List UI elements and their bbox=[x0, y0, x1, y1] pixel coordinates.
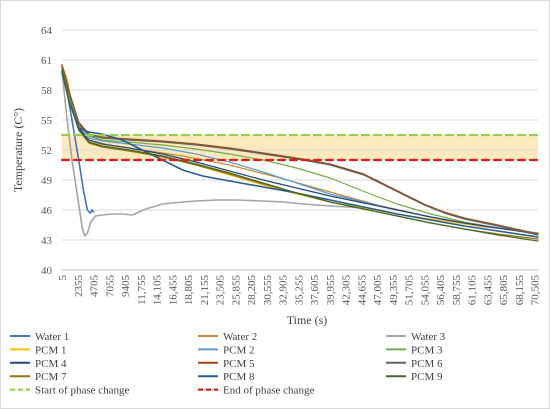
legend-label: PCM 2 bbox=[223, 344, 255, 356]
series-line-pcm-4 bbox=[61, 69, 539, 235]
x-tick-label: 16,455 bbox=[167, 275, 179, 306]
legend-item-pcm-2: PCM 2 bbox=[198, 344, 255, 356]
x-tick-label: 37,605 bbox=[309, 275, 321, 306]
x-tick-label: 63,455 bbox=[482, 275, 494, 306]
legend-item-pcm-3: PCM 3 bbox=[386, 344, 443, 356]
series-line-water-3 bbox=[61, 69, 365, 237]
legend-item-start-of-phase-change: Start of phase change bbox=[10, 385, 129, 397]
series-line-pcm-8 bbox=[61, 71, 539, 238]
legend-label: PCM 9 bbox=[411, 371, 443, 383]
legend-item-pcm-6: PCM 6 bbox=[386, 358, 443, 370]
x-tick-label: 56,405 bbox=[435, 275, 447, 306]
x-tick-label: 42,305 bbox=[341, 275, 353, 306]
legend-label: Water 3 bbox=[411, 331, 446, 343]
legend-item-end-of-phase-change: End of phase change bbox=[198, 385, 314, 397]
x-tick-label: 23,505 bbox=[215, 275, 227, 306]
x-tick-label: 14,105 bbox=[152, 275, 164, 306]
x-tick-label: 35,255 bbox=[293, 275, 305, 306]
x-tick-label: 47,005 bbox=[372, 275, 384, 306]
legend-item-pcm-5: PCM 5 bbox=[198, 358, 255, 370]
x-tick-label: 49,355 bbox=[388, 275, 400, 306]
legend-item-water-2: Water 2 bbox=[198, 331, 257, 343]
legend-item-water-1: Water 1 bbox=[10, 331, 69, 343]
x-tick-label: 44,655 bbox=[356, 275, 368, 306]
x-tick-label: 5 bbox=[57, 275, 69, 281]
x-axis-title: Time (s) bbox=[287, 313, 328, 327]
x-tick-label: 61,105 bbox=[467, 275, 479, 306]
x-axis-ticks: 5 2355 4705 7055 9405 11,755 14,105 16,455 18,80… bbox=[57, 275, 542, 306]
y-tick-label: 43 bbox=[41, 235, 53, 247]
x-tick-label: 7055 bbox=[104, 275, 116, 298]
x-tick-label: 30,555 bbox=[262, 275, 274, 306]
legend-label: Water 2 bbox=[223, 331, 257, 343]
x-tick-label: 51,705 bbox=[404, 275, 416, 306]
y-tick-label: 40 bbox=[41, 265, 53, 277]
legend-item-pcm-4: PCM 4 bbox=[10, 358, 67, 370]
legend: Water 1 Water 2 Water 3 PCM 1 PCM 2 PCM 3 PCM … bbox=[10, 331, 446, 397]
y-tick-label: 64 bbox=[41, 25, 53, 37]
x-tick-label: 21,155 bbox=[199, 275, 211, 306]
x-tick-label: 70,505 bbox=[530, 275, 542, 306]
y-tick-label: 61 bbox=[41, 55, 52, 67]
legend-item-pcm-9: PCM 9 bbox=[386, 371, 443, 383]
x-tick-label: 54,055 bbox=[419, 275, 431, 306]
y-tick-label: 49 bbox=[41, 175, 53, 187]
x-tick-label: 2355 bbox=[73, 275, 85, 298]
y-axis-title: Temperature (C°) bbox=[11, 108, 25, 192]
legend-label: End of phase change bbox=[223, 385, 314, 397]
gridlines bbox=[62, 29, 538, 271]
legend-label: PCM 7 bbox=[35, 371, 67, 383]
series-line-pcm-9 bbox=[61, 69, 539, 242]
y-tick-label: 52 bbox=[41, 145, 52, 157]
y-axis-ticks: 40 43 46 49 52 55 58 61 64 bbox=[41, 25, 53, 277]
y-tick-label: 46 bbox=[41, 205, 53, 217]
x-tick-label: 68,155 bbox=[514, 275, 526, 306]
y-tick-label: 55 bbox=[41, 115, 53, 127]
legend-label: Water 1 bbox=[35, 331, 69, 343]
legend-label: PCM 8 bbox=[223, 371, 255, 383]
legend-label: Start of phase change bbox=[35, 385, 129, 397]
x-tick-label: 32,905 bbox=[278, 275, 290, 306]
legend-item-pcm-7: PCM 7 bbox=[10, 371, 67, 383]
x-tick-label: 9405 bbox=[120, 275, 132, 298]
x-tick-label: 39,955 bbox=[325, 275, 337, 306]
legend-label: PCM 1 bbox=[35, 344, 67, 356]
x-tick-label: 11,755 bbox=[136, 275, 148, 305]
legend-item-pcm-8: PCM 8 bbox=[198, 371, 255, 383]
y-tick-label: 58 bbox=[41, 85, 53, 97]
legend-item-pcm-1: PCM 1 bbox=[10, 344, 67, 356]
x-tick-label: 28,205 bbox=[246, 275, 258, 306]
x-tick-label: 18,805 bbox=[183, 275, 195, 306]
x-tick-label: 4705 bbox=[89, 275, 101, 298]
series-layer bbox=[60, 64, 540, 242]
legend-item-water-3: Water 3 bbox=[386, 331, 446, 343]
legend-label: PCM 4 bbox=[35, 358, 67, 370]
legend-label: PCM 3 bbox=[411, 344, 443, 356]
x-tick-label: 65,805 bbox=[498, 275, 510, 306]
x-tick-label: 58,755 bbox=[451, 275, 463, 306]
x-tick-label: 25,855 bbox=[230, 275, 242, 306]
legend-label: PCM 6 bbox=[411, 358, 443, 370]
legend-label: PCM 5 bbox=[223, 358, 255, 370]
